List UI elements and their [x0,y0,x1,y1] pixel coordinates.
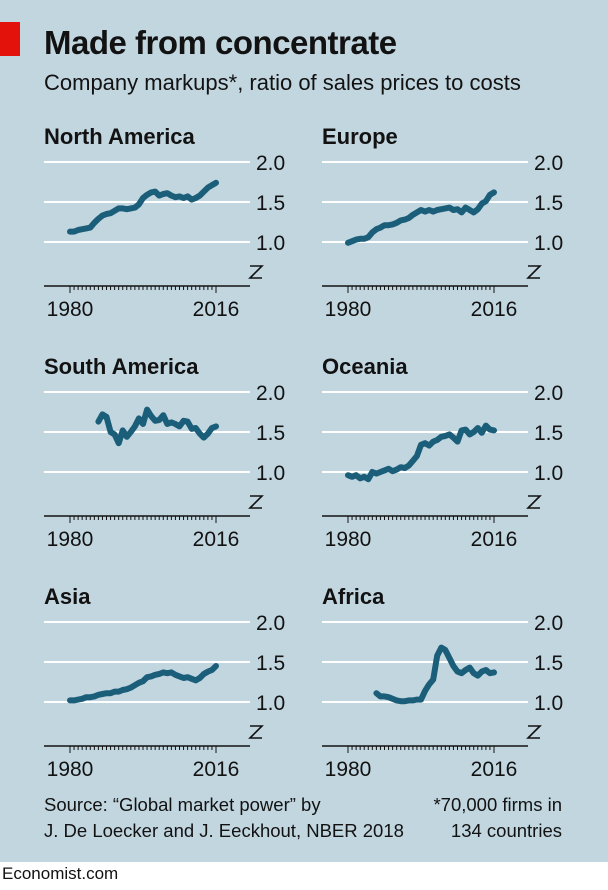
x-tick-label-end: 2016 [193,298,240,321]
y-tick-label: 1.0 [534,692,563,715]
axis-break-icon [248,725,264,739]
x-tick-label-end: 2016 [193,528,240,551]
y-tick-label: 2.0 [256,382,285,405]
panel-title-north-america: North America [44,124,196,149]
series-line-africa [373,644,497,705]
axis-break-icon [526,495,542,509]
y-tick-label: 2.0 [534,382,563,405]
economist-brand: Economist.com [2,864,119,883]
x-tick-label-start: 1980 [47,758,94,781]
y-tick-label: 2.0 [256,152,285,175]
series-line-oceania [345,422,497,483]
panel-title-oceania: Oceania [322,354,408,379]
source-note: Source: “Global market power” by J. De L… [44,792,404,844]
y-tick-label: 1.0 [256,462,285,485]
y-tick-label: 1.5 [534,192,563,215]
y-tick-label: 1.5 [534,422,563,445]
series-line-asia [67,663,219,704]
y-tick-label: 2.0 [534,152,563,175]
panel-title-europe: Europe [322,124,398,149]
x-tick-label-start: 1980 [325,528,372,551]
x-tick-label-end: 2016 [471,298,518,321]
x-tick-label-start: 1980 [47,528,94,551]
y-tick-label: 1.5 [256,422,285,445]
brand-red-tab [0,22,20,56]
y-tick-label: 2.0 [534,612,563,635]
source-line-1: Source: “Global market power” by [44,794,321,815]
y-tick-label: 1.0 [534,462,563,485]
x-tick-label-end: 2016 [471,758,518,781]
footnote-line-2: 134 countries [450,820,562,841]
axis-break-icon [248,265,264,279]
x-tick-label-start: 1980 [325,758,372,781]
x-tick-label-end: 2016 [193,758,240,781]
panel-title-south-america: South America [44,354,199,379]
panel-title-asia: Asia [44,584,91,609]
footnote: *70,000 firms in 134 countries [433,792,562,844]
axis-break-icon [248,495,264,509]
small-multiples-charts: North America 1.0 1.5 2.0 1980 2016 Europe 1.0 1… [44,124,563,781]
axis-break-icon [526,265,542,279]
y-tick-label: 1.0 [534,232,563,255]
x-tick-label-start: 1980 [47,298,94,321]
y-tick-label: 1.0 [256,232,285,255]
y-tick-label: 1.0 [256,692,285,715]
page-subtitle: Company markups*, ratio of sales prices … [44,70,521,95]
series-line-europe [345,189,497,246]
panel-title-africa: Africa [322,584,385,609]
page-title: Made from concentrate [44,24,397,61]
series-line-south-america [95,406,219,447]
footnote-line-1: *70,000 firms in [433,794,562,815]
y-tick-label: 1.5 [256,192,285,215]
x-tick-label-start: 1980 [325,298,372,321]
y-tick-label: 1.5 [256,652,285,675]
y-tick-label: 2.0 [256,612,285,635]
y-tick-label: 1.5 [534,652,563,675]
series-line-north-america [67,179,219,235]
x-tick-label-end: 2016 [471,528,518,551]
axis-break-icon [526,725,542,739]
source-line-2: J. De Loecker and J. Eeckhout, NBER 2018 [44,820,404,841]
